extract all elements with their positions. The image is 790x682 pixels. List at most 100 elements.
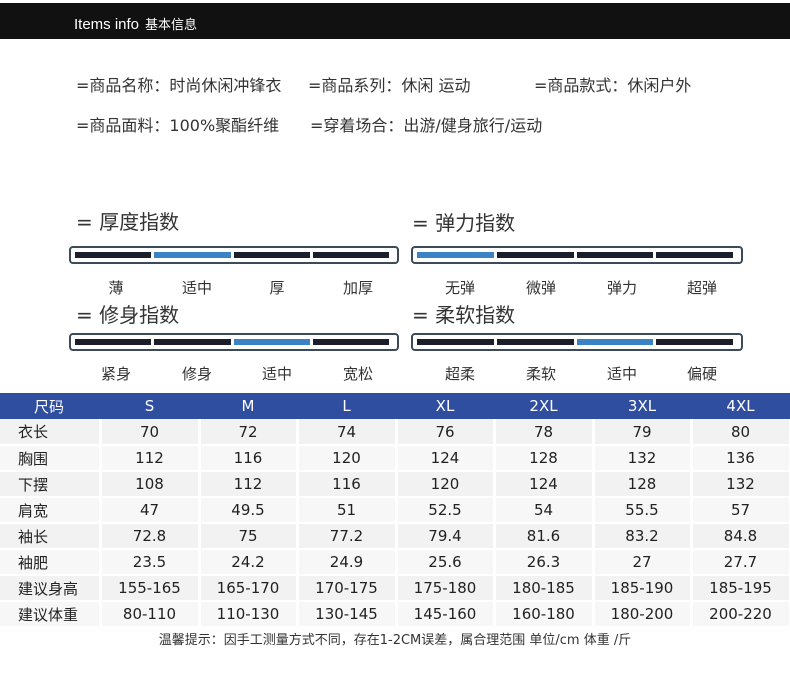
table-cell: 145-160 (396, 601, 496, 628)
elasticity-label-2: 微弹 (525, 279, 556, 297)
size-header-3xl: 3XL (593, 393, 691, 419)
table-cell: 24.9 (297, 549, 398, 576)
fit-index-bar (69, 333, 399, 351)
table-cell: 57 (691, 497, 790, 524)
header-title-en: Items info (74, 16, 140, 33)
table-row: 衣长 70 72 74 76 78 79 80 (0, 419, 790, 446)
softness-index-bar (411, 333, 743, 351)
table-cell: 76 (396, 419, 496, 446)
table-cell: 185-195 (691, 575, 790, 602)
table-row: 袖肥 23.5 24.2 24.9 25.6 26.3 27 27.7 (0, 549, 790, 576)
table-cell: 80 (691, 419, 790, 446)
thickness-segment-3 (233, 252, 310, 258)
table-cell: 124 (396, 445, 496, 472)
fit-label-4: 宽松 (342, 365, 373, 383)
softness-segment-1 (417, 339, 494, 345)
row-label: 袖长 (0, 523, 102, 550)
info-wear-occasion: =穿着场合：出游/健身旅行/运动 (310, 116, 543, 135)
table-cell: 54 (494, 497, 595, 524)
table-cell: 55.5 (593, 497, 693, 524)
table-cell: 128 (494, 445, 595, 472)
elasticity-segment-3 (576, 252, 654, 258)
table-cell: 52.5 (396, 497, 496, 524)
softness-label-1: 超柔 (444, 365, 475, 383)
table-cell: 124 (494, 471, 595, 498)
table-cell: 132 (593, 445, 693, 472)
table-cell: 27 (593, 549, 693, 576)
thickness-segment-4 (312, 252, 389, 258)
softness-label-2: 柔软 (525, 365, 556, 383)
row-label: 建议身高 (0, 575, 102, 602)
table-cell: 81.6 (494, 523, 595, 550)
table-row: 胸围 112 116 120 124 128 132 136 (0, 445, 790, 472)
table-row: 袖长 72.8 75 77.2 79.4 81.6 83.2 84.8 (0, 523, 790, 550)
info-product-series: =商品系列：休闲 运动 (308, 76, 471, 95)
table-cell: 75 (199, 523, 299, 550)
elasticity-segment-1-active (417, 252, 494, 258)
size-header-l: L (297, 393, 396, 419)
elasticity-segment-2 (496, 252, 574, 258)
info-product-fabric: =商品面料：100%聚酯纤维 (76, 116, 280, 135)
thickness-label-3: 厚 (269, 279, 285, 297)
table-cell: 49.5 (199, 497, 299, 524)
table-cell: 23.5 (100, 549, 201, 576)
size-table-header-row: 尺码 S M L XL 2XL 3XL 4XL (0, 393, 790, 419)
softness-index-title: = 柔软指数 (412, 303, 516, 327)
table-cell: 47 (100, 497, 201, 524)
thickness-label-1: 薄 (108, 279, 124, 297)
table-cell: 130-145 (297, 601, 398, 628)
table-cell: 112 (100, 445, 201, 472)
table-cell: 132 (691, 471, 790, 498)
elasticity-segment-4 (656, 252, 733, 258)
fit-label-2: 修身 (181, 365, 212, 383)
table-cell: 170-175 (297, 575, 398, 602)
softness-label-3: 适中 (606, 365, 637, 383)
table-cell: 136 (691, 445, 790, 472)
softness-segment-4 (656, 339, 733, 345)
size-header-s: S (100, 393, 199, 419)
table-cell: 79 (593, 419, 693, 446)
table-cell: 110-130 (199, 601, 299, 628)
table-cell: 116 (199, 445, 299, 472)
table-row: 建议体重 80-110 110-130 130-145 145-160 160-180 18… (0, 601, 790, 628)
size-column-header: 尺码 (0, 393, 100, 419)
table-cell: 72 (199, 419, 299, 446)
size-header-m: M (199, 393, 297, 419)
table-cell: 74 (297, 419, 398, 446)
softness-label-4: 偏硬 (686, 365, 717, 383)
table-cell: 180-200 (593, 601, 693, 628)
table-row: 肩宽 47 49.5 51 52.5 54 55.5 57 (0, 497, 790, 524)
size-header-2xl: 2XL (494, 393, 593, 419)
table-cell: 70 (100, 419, 201, 446)
row-label: 肩宽 (0, 497, 102, 524)
info-product-style: =商品款式：休闲户外 (534, 76, 692, 95)
info-product-name: =商品名称：时尚休闲冲锋衣 (76, 76, 282, 95)
table-cell: 165-170 (199, 575, 299, 602)
fit-segment-2 (154, 339, 231, 345)
elasticity-index-bar (411, 246, 743, 264)
table-cell: 79.4 (396, 523, 496, 550)
thickness-label-2: 适中 (181, 279, 212, 297)
measurement-note: 温馨提示：因手工测量方式不同，存在1-2CM误差，属合理范围 单位/cm 体重 … (158, 633, 632, 648)
table-cell: 51 (297, 497, 398, 524)
table-cell: 27.7 (691, 549, 790, 576)
row-label: 袖肥 (0, 549, 102, 576)
softness-segment-3-active (576, 339, 654, 345)
table-row: 建议身高 155-165 165-170 170-175 175-180 180-185 1… (0, 575, 790, 602)
table-cell: 108 (100, 471, 201, 498)
table-cell: 26.3 (494, 549, 595, 576)
table-cell: 120 (396, 471, 496, 498)
elasticity-label-1: 无弹 (444, 279, 475, 297)
table-cell: 78 (494, 419, 595, 446)
row-label: 衣长 (0, 419, 102, 446)
table-cell: 128 (593, 471, 693, 498)
table-cell: 84.8 (691, 523, 790, 550)
table-cell: 120 (297, 445, 398, 472)
fit-index-title: = 修身指数 (76, 303, 180, 327)
table-cell: 185-190 (593, 575, 693, 602)
table-cell: 180-185 (494, 575, 595, 602)
table-cell: 160-180 (494, 601, 595, 628)
row-label: 建议体重 (0, 601, 102, 628)
elasticity-label-3: 弹力 (606, 279, 637, 297)
thickness-label-4: 加厚 (342, 279, 373, 297)
